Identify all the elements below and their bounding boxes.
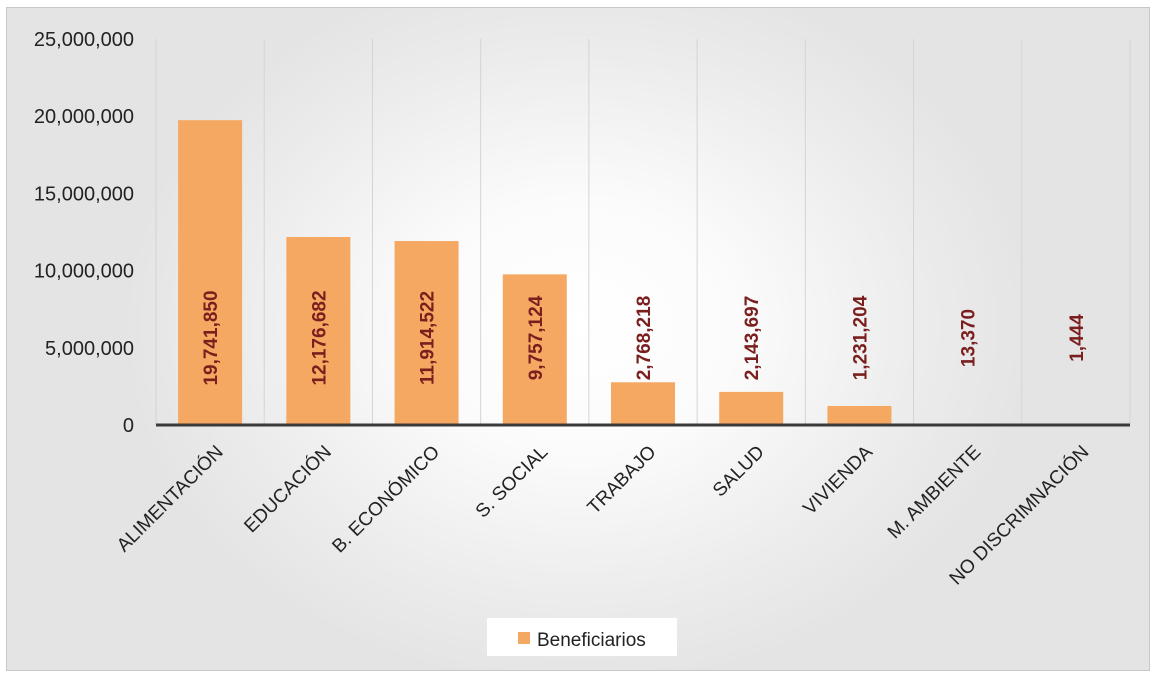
bar — [286, 236, 351, 425]
data-labels: 19,741,850 12,176,682 11,914,522 9,757,124 2… — [201, 290, 1088, 385]
bar — [611, 382, 675, 425]
bar — [827, 405, 892, 425]
data-label: 19,741,850 — [201, 290, 222, 385]
y-tick-labels: 0 5,000,000 10,000,000 15,000,000 20,000,000… — [34, 29, 134, 437]
data-label: 13,370 — [959, 309, 980, 367]
x-tick-label: SALUD — [709, 442, 769, 502]
y-tick-label: 20,000,000 — [34, 106, 134, 128]
bar — [178, 120, 243, 425]
data-label: 2,768,218 — [634, 296, 655, 381]
y-tick-label: 25,000,000 — [34, 29, 134, 51]
x-tick-label: M. AMBIENTE — [884, 442, 985, 543]
x-tick-label: TRABAJO — [584, 442, 661, 519]
data-label: 11,914,522 — [418, 291, 439, 385]
data-label: 2,143,697 — [742, 296, 763, 381]
data-label: 9,757,124 — [526, 295, 547, 380]
bar — [502, 274, 567, 425]
bar — [719, 391, 784, 425]
bar — [394, 241, 459, 425]
legend: Beneficiarios — [487, 618, 677, 656]
y-tick-label: 0 — [123, 415, 134, 437]
grid-lines — [155, 39, 1131, 425]
chart-area: 0 5,000,000 10,000,000 15,000,000 20,000,000… — [6, 7, 1150, 671]
data-label: 12,176,682 — [309, 290, 330, 385]
bar-chart: 0 5,000,000 10,000,000 15,000,000 20,000,000… — [34, 29, 1131, 656]
legend-swatch — [518, 632, 530, 644]
bars — [178, 120, 1108, 425]
legend-label: Beneficiarios — [537, 630, 646, 651]
x-tick-label: ALIMENTACIÓN — [112, 441, 227, 556]
x-tick-label: VIVIENDA — [799, 441, 877, 519]
x-tick-label: EDUCACIÓN — [240, 441, 336, 537]
y-tick-label: 5,000,000 — [45, 338, 134, 360]
x-tick-label: B. ECONÓMICO — [328, 441, 444, 557]
data-label: 1,444 — [1067, 314, 1088, 362]
y-tick-label: 15,000,000 — [34, 183, 134, 205]
y-tick-label: 10,000,000 — [34, 261, 134, 283]
data-label: 1,231,204 — [850, 295, 871, 380]
x-tick-label: S. SOCIAL — [472, 442, 553, 523]
